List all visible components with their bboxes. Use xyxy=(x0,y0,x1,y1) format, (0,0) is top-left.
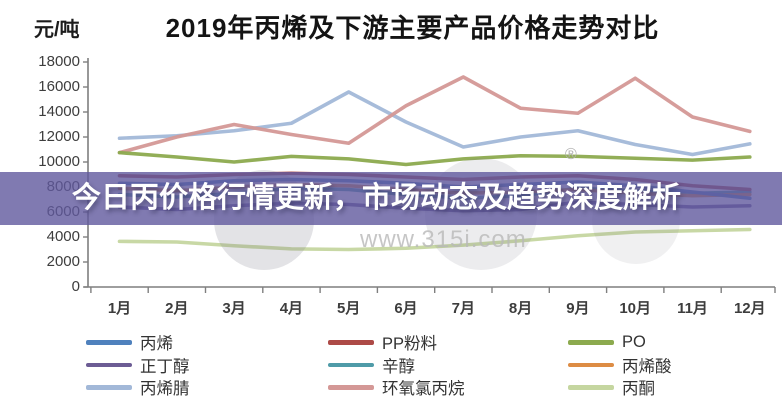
x-tick-label: 3月 xyxy=(222,300,246,317)
watermark-url: www.315i.com xyxy=(360,226,527,253)
legend-item-epichlorohydrin: 环氧氯丙烷 xyxy=(328,376,568,399)
chart-legend: 丙烯正丁醇丙烯腈 PP粉料辛醇环氧氯丙烷 PO 丙烯酸丙酮 xyxy=(86,331,672,399)
legend-label-n-butanol: 正丁醇 xyxy=(140,357,190,376)
chart-title: 2019年丙烯及下游主要产品价格走势对比 xyxy=(165,13,660,43)
y-tick-label: 14000 xyxy=(38,103,80,120)
x-tick-label: 8月 xyxy=(508,300,533,317)
legend-label-acrylonitrile: 丙烯腈 xyxy=(140,380,190,399)
y-tick-label: 4000 xyxy=(46,228,80,245)
x-tick-label: 2月 xyxy=(165,300,189,317)
series-line-epichlorohydrin xyxy=(117,75,752,155)
registered-trademark-icon: ® xyxy=(565,146,577,163)
x-tick-label: 11月 xyxy=(677,300,708,317)
x-tick-label: 6月 xyxy=(394,300,418,317)
legend-swatch-acetone xyxy=(568,385,614,390)
x-tick-label: 4月 xyxy=(279,300,304,317)
legend-swatch-acrylonitrile xyxy=(86,385,132,390)
legend-label-octanol: 辛醇 xyxy=(382,357,415,376)
series-line-acetone xyxy=(117,227,752,252)
legend-swatch-propylene xyxy=(86,340,132,345)
legend-item-octanol: 辛醇 xyxy=(328,354,568,377)
legend-item-acetone: 丙酮 xyxy=(568,376,672,399)
y-tick-label: 0 xyxy=(71,278,80,295)
y-axis-unit-label: 元/吨 xyxy=(34,19,80,41)
legend-swatch-pp-powder xyxy=(328,340,374,345)
y-tick-label: 10000 xyxy=(38,153,80,170)
legend-swatch-n-butanol xyxy=(86,362,132,367)
x-tick-label: 10月 xyxy=(619,300,652,317)
legend-label-epichlorohydrin: 环氧氯丙烷 xyxy=(382,380,465,399)
legend-item-propylene: 丙烯 xyxy=(86,331,328,354)
banner-headline: 今日丙价格行情更新，市场动态及趋势深度解析 xyxy=(72,182,682,214)
legend-swatch-octanol xyxy=(328,362,374,367)
series-line-acrylonitrile xyxy=(117,90,752,157)
y-tick-label: 2000 xyxy=(46,253,80,270)
legend-label-pp-powder: PP粉料 xyxy=(382,335,438,354)
y-tick-label: 18000 xyxy=(38,53,80,70)
series-line-po xyxy=(117,150,752,167)
legend-item-acrylic-acid: 丙烯酸 xyxy=(568,354,672,377)
legend-item-pp-powder: PP粉料 xyxy=(328,331,568,354)
legend-label-acetone: 丙酮 xyxy=(622,380,655,399)
x-tick-label: 7月 xyxy=(451,300,475,317)
legend-swatch-acrylic-acid xyxy=(568,362,614,367)
x-tick-label: 1月 xyxy=(107,300,132,317)
x-tick-label: 9月 xyxy=(566,300,590,317)
legend-label-po: PO xyxy=(622,332,646,351)
legend-swatch-po xyxy=(568,340,614,345)
legend-label-propylene: 丙烯 xyxy=(140,335,173,354)
legend-item-po: PO xyxy=(568,331,672,354)
legend-label-acrylic-acid: 丙烯酸 xyxy=(622,357,672,376)
x-tick-label: 5月 xyxy=(337,300,361,317)
legend-item-n-butanol: 正丁醇 xyxy=(86,354,328,377)
x-tick-label: 12月 xyxy=(733,300,766,317)
y-tick-label: 16000 xyxy=(38,78,80,95)
y-tick-label: 12000 xyxy=(38,128,80,145)
legend-swatch-epichlorohydrin xyxy=(328,385,374,390)
legend-item-acrylonitrile: 丙烯腈 xyxy=(86,376,328,399)
news-banner: 今日丙价格行情更新，市场动态及趋势深度解析 xyxy=(0,172,782,225)
